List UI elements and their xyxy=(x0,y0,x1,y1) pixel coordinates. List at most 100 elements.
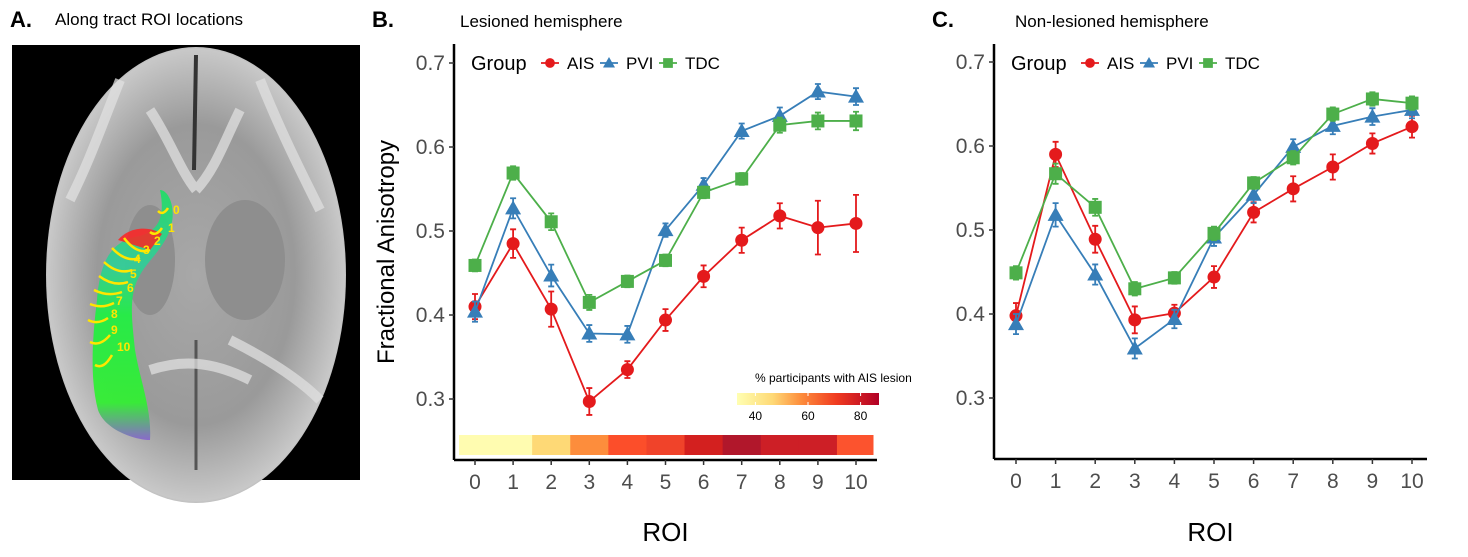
data-point-square xyxy=(582,295,596,309)
data-point-triangle xyxy=(1126,340,1143,355)
data-point-triangle xyxy=(505,200,522,215)
roi-label-0: 0 xyxy=(173,203,180,217)
data-point-triangle xyxy=(1047,206,1064,221)
data-point-square xyxy=(544,215,558,229)
data-point-circle xyxy=(1088,232,1102,246)
data-point-triangle xyxy=(771,107,788,122)
data-point-triangle xyxy=(848,88,864,103)
data-point-square xyxy=(659,253,672,267)
data-point-circle xyxy=(849,216,863,230)
y-tick-label: 0.5 xyxy=(956,219,985,242)
legend-title: Group xyxy=(471,53,527,75)
x-axis-title: ROI xyxy=(1187,517,1233,547)
panel-a-letter: A. xyxy=(10,7,32,32)
data-point-triangle xyxy=(733,123,750,138)
data-point-circle xyxy=(1286,182,1300,196)
data-point-circle xyxy=(773,209,787,223)
data-point-square xyxy=(1088,200,1102,214)
roi-label-5: 5 xyxy=(130,267,137,281)
data-point-circle xyxy=(1049,147,1063,161)
lesion-heatmap-cell-roi-10 xyxy=(836,435,874,455)
panel-a-title: Along tract ROI locations xyxy=(55,10,243,29)
x-axis-title: ROI xyxy=(642,517,688,547)
x-tick-label: 2 xyxy=(545,471,557,494)
legend-key-circle xyxy=(1085,58,1095,68)
x-tick-label: 6 xyxy=(1248,470,1260,493)
lesion-heatmap-cell-roi-2 xyxy=(532,435,571,455)
lesion-heatmap-cell-roi-5 xyxy=(646,435,686,455)
chart-title: Lesioned hemisphere xyxy=(460,12,623,31)
data-point-triangle xyxy=(1166,311,1183,326)
legend-key-square xyxy=(1203,58,1213,68)
x-tick-label: 1 xyxy=(1050,470,1062,493)
data-point-square xyxy=(1167,271,1181,285)
x-tick-label: 5 xyxy=(660,471,672,494)
data-point-triangle xyxy=(581,325,598,340)
legend: Group AIS PVI TDC xyxy=(1011,53,1260,75)
lesion-heatmap-cell-roi-0 xyxy=(459,435,495,455)
series-line xyxy=(474,90,857,336)
x-tick-label: 4 xyxy=(1169,470,1181,493)
data-point-square xyxy=(620,274,634,288)
x-tick-label: 5 xyxy=(1208,470,1220,493)
data-point-circle xyxy=(735,233,749,247)
lesion-heatmap-cell-roi-6 xyxy=(684,435,724,455)
roi-band-2 xyxy=(123,237,151,253)
legend-label-tdc: TDC xyxy=(1225,54,1260,73)
roi-label-3: 3 xyxy=(143,243,150,257)
panel-c-chart: C. Non-lesioned hemisphere 0.3 0.4 0.5 0.6 0.7… xyxy=(932,7,1427,547)
roi-band-0 xyxy=(157,207,170,215)
x-tick-label: 7 xyxy=(1287,470,1299,493)
roi-label-1: 1 xyxy=(168,221,175,235)
chart-title: Non-lesioned hemisphere xyxy=(1015,12,1209,31)
x-tick-label: 6 xyxy=(698,471,710,494)
x-tick-label: 1 xyxy=(507,471,519,494)
data-point-triangle xyxy=(1008,316,1024,331)
data-point-triangle xyxy=(1285,138,1302,153)
data-point-square xyxy=(1405,96,1419,110)
data-point-square xyxy=(849,114,863,128)
lesion-heatmap-cell-roi-7 xyxy=(722,435,762,455)
roi-label-8: 8 xyxy=(111,307,118,321)
x-tick-label: 3 xyxy=(583,471,595,494)
x-tick-label: 0 xyxy=(469,471,481,494)
x-tick-label: 0 xyxy=(1010,470,1022,493)
roi-label-4: 4 xyxy=(134,252,141,266)
data-point-triangle xyxy=(1087,266,1104,281)
roi-label-2: 2 xyxy=(154,234,161,248)
y-tick-label: 0.6 xyxy=(416,136,445,159)
lesion-heatmap-cell-roi-8 xyxy=(760,435,800,455)
colorbar xyxy=(737,393,879,405)
x-tick-label: 8 xyxy=(1327,470,1339,493)
legend-key-triangle xyxy=(603,57,615,68)
legend-key-triangle xyxy=(1143,57,1155,68)
roi-label-9: 9 xyxy=(111,323,118,337)
y-tick-label: 0.3 xyxy=(956,387,985,410)
colorbar-tick-label: 80 xyxy=(854,409,868,423)
series-tdc xyxy=(1009,91,1419,297)
data-point-square xyxy=(1247,176,1261,190)
x-tick-label: 2 xyxy=(1089,470,1101,493)
data-point-triangle xyxy=(619,326,636,341)
data-point-triangle xyxy=(467,303,483,318)
roi-band-1 xyxy=(149,227,164,236)
data-point-square xyxy=(811,114,825,128)
x-tick-label: 8 xyxy=(774,471,786,494)
legend-key-square xyxy=(663,58,673,68)
data-point-circle xyxy=(544,302,558,316)
lesion-heatmap-cell-roi-9 xyxy=(798,435,838,455)
data-point-square xyxy=(1049,167,1063,181)
series-line xyxy=(1015,125,1413,321)
series-pvi xyxy=(467,83,864,344)
data-point-triangle xyxy=(1324,117,1341,132)
roi-band-10 xyxy=(94,354,114,368)
series-ais xyxy=(1009,114,1419,335)
colorbar-tick-label: 60 xyxy=(801,409,815,423)
roi-band-7 xyxy=(89,301,115,308)
legend-label-tdc: TDC xyxy=(685,54,720,73)
lesion-heatmap-cell-roi-4 xyxy=(608,435,647,455)
panel-letter: C. xyxy=(932,7,954,32)
data-point-circle xyxy=(1405,120,1419,134)
y-tick-label: 0.7 xyxy=(416,52,445,75)
